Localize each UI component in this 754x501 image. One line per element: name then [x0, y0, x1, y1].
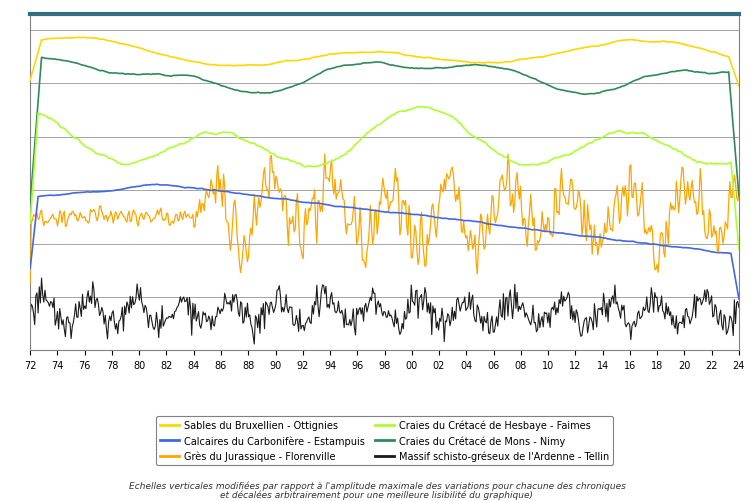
Text: et décalées arbitrairement pour une meilleure lisibilité du graphique): et décalées arbitrairement pour une meil… [220, 489, 534, 499]
Text: Echelles verticales modifiées par rapport à l'amplitude maximale des variations : Echelles verticales modifiées par rappor… [129, 481, 625, 490]
Legend: Sables du Bruxellien - Ottignies, Calcaires du Carbonifère - Estampuis, Grès du : Sables du Bruxellien - Ottignies, Calcai… [156, 416, 613, 465]
